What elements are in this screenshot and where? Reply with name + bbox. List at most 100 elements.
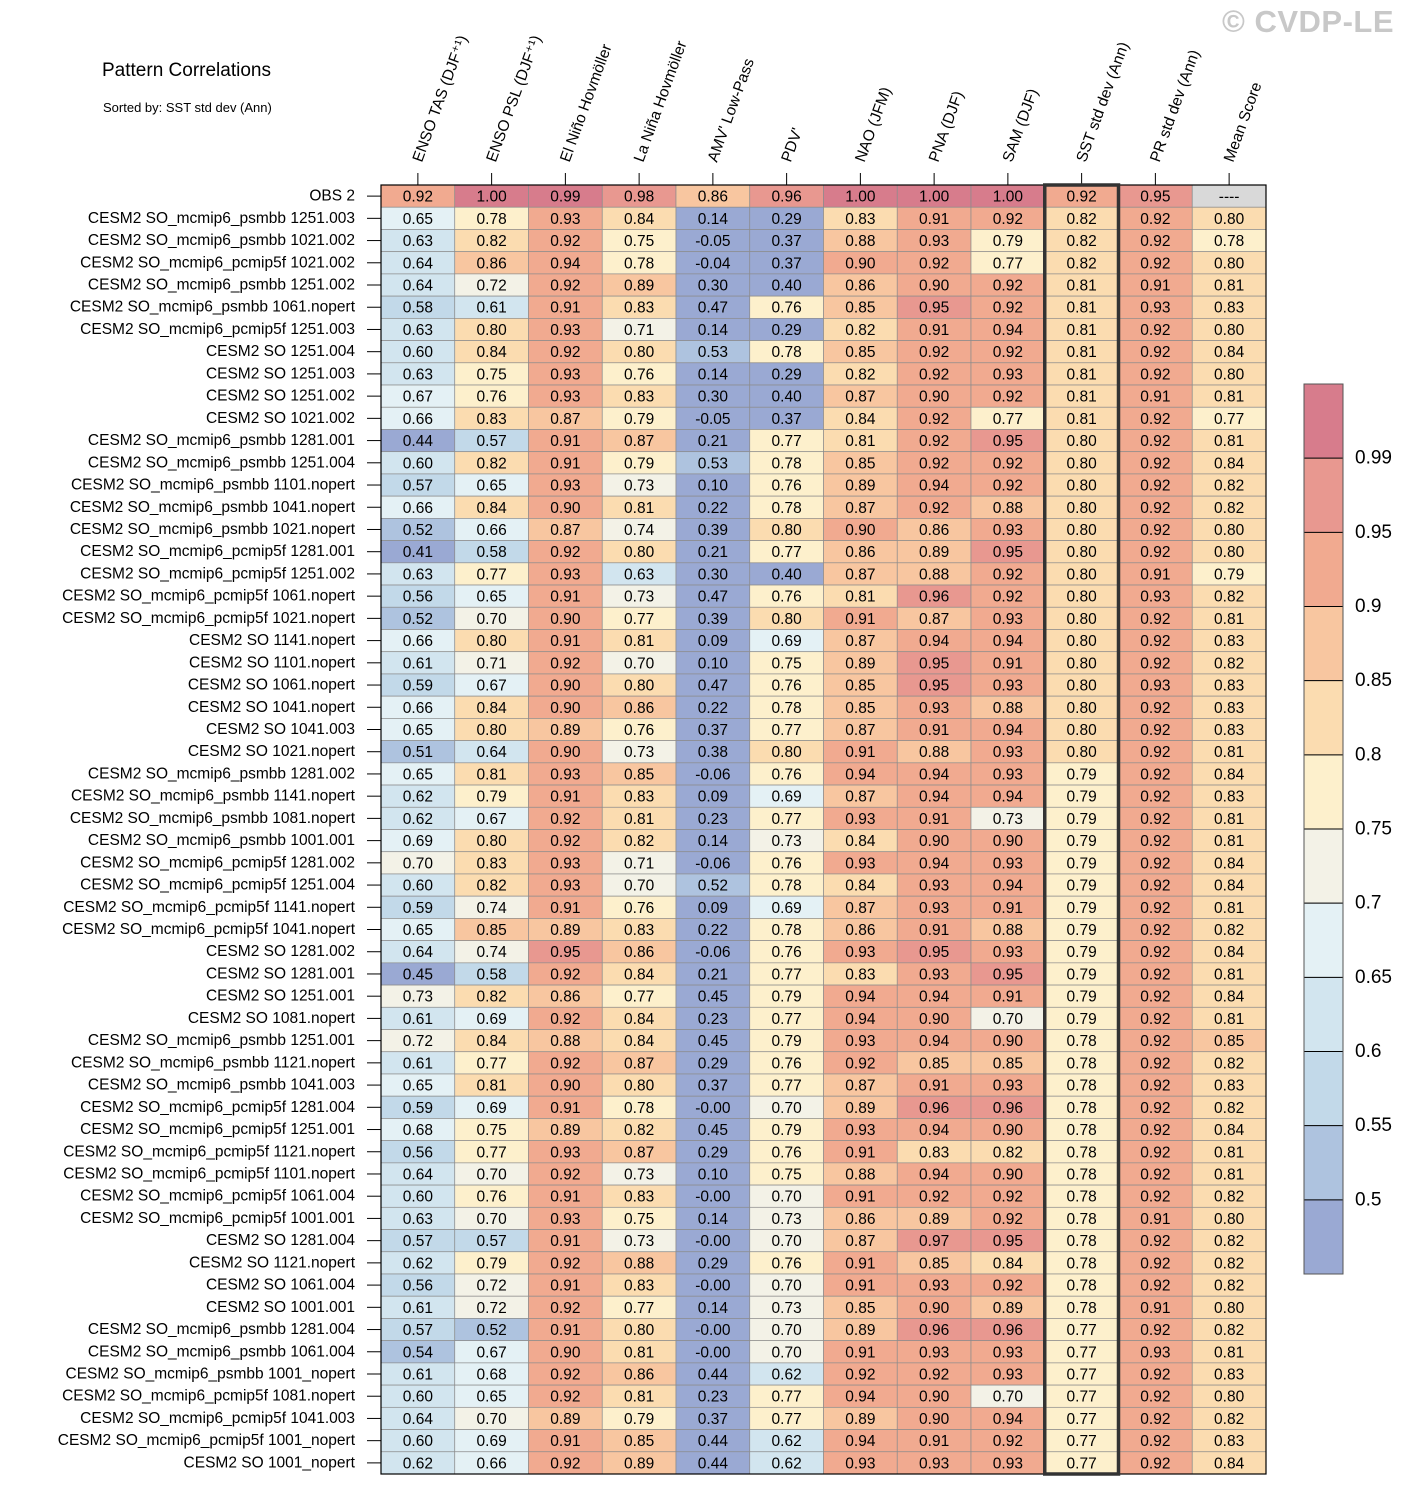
row-label: CESM2 SO_mcmip6_pcmip5f 1251.004 <box>80 877 355 894</box>
cell-value: 0.91 <box>919 1433 949 1450</box>
cell-value: 0.94 <box>993 322 1024 339</box>
cell-value: 0.77 <box>624 989 654 1006</box>
cell-value: 0.90 <box>550 1078 581 1095</box>
cell-value: 0.82 <box>1214 1278 1244 1295</box>
cell-value: 0.78 <box>624 255 654 272</box>
cell-value: 0.90 <box>550 611 581 628</box>
cell-value: 0.83 <box>1214 1366 1244 1383</box>
cell-value: 0.79 <box>477 1255 507 1272</box>
cell-value: 0.82 <box>845 366 875 383</box>
cell-value: 0.94 <box>845 766 876 783</box>
cell-value: 0.61 <box>477 300 507 317</box>
row-label: CESM2 SO_mcmip6_pcmip5f 1021.nopert <box>62 610 356 627</box>
cell-value: 0.92 <box>993 300 1023 317</box>
cell-value: 0.80 <box>1214 366 1245 383</box>
cell-value: 0.61 <box>403 1055 433 1072</box>
cell-value: 0.91 <box>919 811 949 828</box>
cell-value: 0.91 <box>993 900 1023 917</box>
row-label: CESM2 SO_mcmip6_psmbb 1041.nopert <box>70 499 356 516</box>
cell-value: 0.86 <box>698 189 728 206</box>
cell-value: 0.89 <box>845 1322 875 1339</box>
cell-value: 0.90 <box>919 278 950 295</box>
cell-value: 0.80 <box>1067 633 1098 650</box>
cell-value: 0.91 <box>919 322 949 339</box>
cell-value: 0.09 <box>698 633 728 650</box>
cell-value: 0.70 <box>772 1233 803 1250</box>
cell-value: 0.77 <box>624 1300 654 1317</box>
cell-value: 0.77 <box>772 433 802 450</box>
cell-value: 0.83 <box>624 1189 654 1206</box>
cell-value: 0.96 <box>772 189 802 206</box>
cell-value: 0.93 <box>550 322 580 339</box>
colorbar-swatch <box>1303 828 1344 904</box>
cell-value: 0.95 <box>550 944 580 961</box>
column-label: SAM (DJF) <box>1000 87 1042 165</box>
cell-value: 0.84 <box>845 878 876 895</box>
cell-value: 0.92 <box>919 344 949 361</box>
cell-value: 0.84 <box>477 1033 508 1050</box>
cell-value: 0.39 <box>698 522 728 539</box>
cell-value: 0.23 <box>698 1011 728 1028</box>
cell-value: 0.95 <box>919 678 949 695</box>
cell-value: 0.81 <box>1067 278 1097 295</box>
cell-value: 0.73 <box>772 833 802 850</box>
cell-value: 0.64 <box>403 1166 434 1183</box>
cell-value: 0.93 <box>993 1078 1023 1095</box>
row-label: CESM2 SO_mcmip6_psmbb 1061.nopert <box>70 299 356 316</box>
cell-value: 0.70 <box>477 611 508 628</box>
cell-value: 0.79 <box>1067 855 1097 872</box>
row-label: CESM2 SO_mcmip6_pcmip5f 1281.001 <box>80 543 355 560</box>
cell-value: 0.94 <box>919 789 950 806</box>
cell-value: 0.92 <box>1067 189 1097 206</box>
row-label: CESM2 SO_mcmip6_psmbb 1281.004 <box>88 1321 355 1338</box>
cell-value: 0.84 <box>1214 344 1245 361</box>
row-label: CESM2 SO 1021.nopert <box>188 743 356 760</box>
cell-value: 0.69 <box>772 789 802 806</box>
cell-value: 0.89 <box>919 1211 949 1228</box>
cell-value: 0.90 <box>845 255 876 272</box>
row-label: CESM2 SO_mcmip6_psmbb 1141.nopert <box>71 788 356 805</box>
cell-value: 0.61 <box>403 1300 433 1317</box>
cell-value: 0.79 <box>772 1033 802 1050</box>
row-label: CESM2 SO 1281.001 <box>206 965 355 982</box>
row-label: CESM2 SO_mcmip6_pcmip5f 1251.002 <box>80 565 355 582</box>
cell-value: 0.57 <box>403 1322 433 1339</box>
cell-value: 0.80 <box>772 611 803 628</box>
cell-value: 0.78 <box>1067 1233 1097 1250</box>
cell-value: 0.80 <box>1214 544 1245 561</box>
cell-value: 0.92 <box>1140 344 1170 361</box>
cell-value: 0.80 <box>624 1078 655 1095</box>
cell-value: 0.85 <box>477 922 507 939</box>
cell-value: 0.62 <box>403 811 433 828</box>
cell-value: 0.60 <box>403 1189 434 1206</box>
cell-value: 0.88 <box>993 500 1023 517</box>
cell-value: 0.10 <box>698 655 729 672</box>
cell-value: 0.83 <box>919 1144 949 1161</box>
cell-value: 0.66 <box>477 522 507 539</box>
cell-value: 0.64 <box>477 744 508 761</box>
cell-value: 0.82 <box>1067 211 1097 228</box>
cell-value: 0.81 <box>1214 1166 1244 1183</box>
cell-value: 0.92 <box>1140 1389 1170 1406</box>
cell-value: 0.79 <box>1067 966 1097 983</box>
cell-value: 0.94 <box>919 1122 950 1139</box>
cell-value: -0.00 <box>695 1233 731 1250</box>
cell-value: 0.80 <box>1067 500 1098 517</box>
cell-value: 0.69 <box>477 1433 507 1450</box>
cell-value: 0.87 <box>845 1233 875 1250</box>
cell-value: 0.91 <box>845 611 875 628</box>
cell-value: 0.91 <box>845 1278 875 1295</box>
cell-value: 0.71 <box>624 322 654 339</box>
cell-value: 0.93 <box>550 766 580 783</box>
cell-value: 0.78 <box>772 500 802 517</box>
cell-value: 0.89 <box>624 278 654 295</box>
cell-value: 0.37 <box>698 1411 728 1428</box>
cell-value: 0.47 <box>698 300 728 317</box>
cell-value: 0.65 <box>477 589 507 606</box>
colorbar: 0.99 0.95 0.9 0.85 0.8 0.75 0.7 0.65 0.6 0.55 0.5 <box>1303 383 1392 1275</box>
cell-value: 0.81 <box>1067 344 1097 361</box>
cell-value: 0.82 <box>1214 655 1244 672</box>
column-label: PR std dev (Ann) <box>1147 48 1203 165</box>
cell-value: 0.77 <box>1067 1433 1097 1450</box>
row-label: CESM2 SO 1001.001 <box>206 1299 355 1316</box>
